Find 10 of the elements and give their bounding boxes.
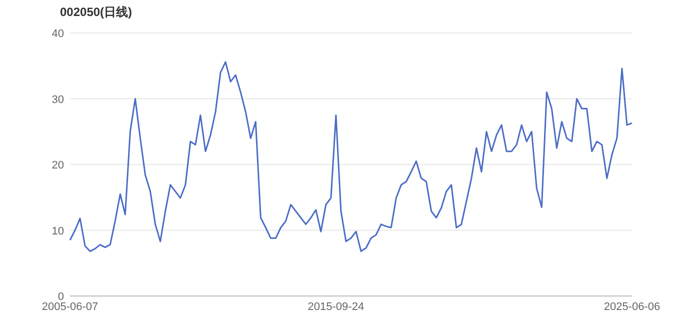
- chart-title: 002050(日线): [60, 5, 132, 19]
- y-tick-label: 40: [52, 28, 64, 40]
- y-tick-label: 30: [52, 94, 64, 106]
- x-tick-label: 2005-06-07: [42, 301, 98, 313]
- x-tick-label: 2015-09-24: [308, 301, 364, 313]
- x-tick-label: 2025-06-06: [604, 301, 660, 313]
- y-tick-label: 0: [58, 291, 64, 303]
- line-series: [69, 61, 633, 252]
- y-tick-label: 10: [52, 225, 64, 238]
- y-tick-label: 20: [52, 160, 64, 172]
